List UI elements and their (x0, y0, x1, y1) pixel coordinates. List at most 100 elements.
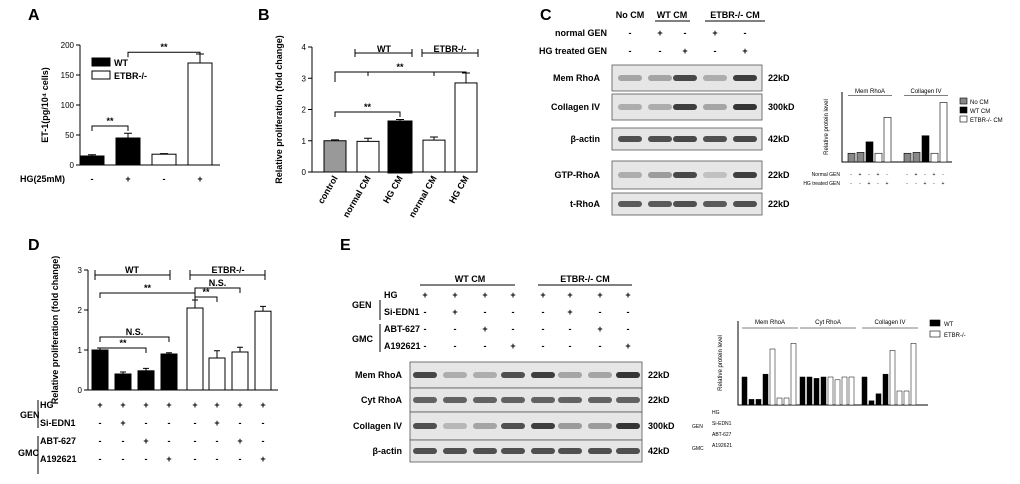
blot-band (473, 423, 497, 429)
sign-row-sign: - (424, 324, 427, 334)
hg-gen-sign: - (850, 181, 852, 187)
group-bracket (94, 270, 171, 280)
legend-swatch (959, 106, 968, 114)
sign-row-sign: - (512, 307, 515, 317)
sig-b2-bracket (334, 71, 467, 82)
blot-band (648, 172, 672, 178)
blot-band (616, 423, 640, 429)
hg-gen-sign: + (682, 46, 687, 56)
bar (903, 152, 912, 163)
sign-row-sign: - (599, 341, 602, 351)
row-label: A192621 (712, 443, 732, 449)
bar (755, 399, 762, 406)
abt-sign: - (216, 436, 219, 446)
bar (813, 378, 820, 406)
bar (115, 137, 141, 166)
x-category: normal CM (341, 174, 373, 219)
blot-band (413, 423, 437, 429)
blot-band (648, 104, 672, 110)
bar (356, 140, 380, 173)
sig-a2-label: ** (160, 42, 168, 52)
abt-sign: + (143, 436, 148, 446)
blot-band (501, 397, 525, 403)
bar (834, 379, 841, 406)
band-size: 22kD (768, 170, 790, 180)
panel-label-e: E (340, 237, 351, 254)
group-row-label: GMC (692, 446, 704, 452)
blot-band (703, 104, 727, 110)
y-tick-label: 200 (61, 41, 75, 50)
bar (208, 357, 226, 391)
row-label: Si-EDN1 (384, 307, 420, 317)
sign-row-sign: - (454, 324, 457, 334)
sign-row-sign: - (424, 307, 427, 317)
group-label: Collagen IV (910, 89, 941, 95)
band-name: β-actin (373, 446, 403, 456)
y-tick-label: 1 (302, 137, 307, 146)
normal-gen-sign: + (712, 28, 717, 38)
sign-row-sign: + (567, 290, 572, 300)
blot-band (473, 448, 497, 454)
blot-band (733, 201, 757, 207)
blot-band (618, 104, 642, 110)
panel-d-chart: 0 1 2 3 Relative proliferation (fold change)… (18, 256, 278, 474)
bar (889, 350, 896, 406)
bar (454, 82, 478, 173)
hg-sign: + (214, 400, 219, 410)
y-tick-label: 3 (302, 74, 307, 83)
hg-gen-sign: - (915, 181, 917, 187)
hg-sign: + (260, 400, 265, 410)
blot-band (588, 397, 612, 403)
group-bracket (354, 49, 413, 57)
bar (776, 397, 783, 406)
bar (903, 390, 910, 406)
normal-gen-sign: - (924, 172, 926, 178)
group-row-label: GMC (18, 448, 39, 458)
sign-row-sign: + (422, 290, 427, 300)
band-name: Mem RhoA (355, 370, 403, 380)
y-axis-title: Relative protein level (718, 335, 724, 391)
blot-band (501, 423, 525, 429)
blot-frame (409, 439, 643, 463)
normal-gen-sign: - (868, 172, 870, 178)
error-bar (88, 154, 96, 156)
bar (882, 373, 889, 406)
sign-row-sign: + (567, 307, 572, 317)
hg-gen-sign: + (886, 181, 889, 187)
row-label: normal GEN (555, 28, 607, 38)
blot-band (588, 372, 612, 378)
band-name: Collagen IV (551, 102, 600, 112)
sign-row-sign: + (597, 290, 602, 300)
sig-a2-bracket (127, 51, 201, 58)
panel-e-chart: Relative protein level Mem RhoA Cyt RhoA Co… (692, 319, 966, 452)
abt-sign: - (122, 436, 125, 446)
bar (848, 376, 855, 406)
y-tick-label: 3 (78, 266, 83, 275)
group-label: Mem RhoA (755, 320, 785, 326)
a19-sign: - (145, 454, 148, 464)
x-category: HG CM (447, 174, 471, 205)
panel-b-chart: 0 1 2 3 4 Relative proliferation (fold change… (274, 35, 479, 219)
bar (114, 373, 132, 391)
a19-sign: - (122, 454, 125, 464)
group-label: ETBR-/- (434, 44, 467, 54)
bar (748, 399, 755, 406)
legend-swatch (929, 330, 941, 338)
a19-sign: - (194, 454, 197, 464)
bar (921, 135, 930, 163)
bar (187, 62, 213, 166)
blot-band (443, 397, 467, 403)
sig-a1-bracket (91, 125, 129, 131)
row-label: HG treated GEN (803, 181, 840, 187)
sign-row-sign: - (569, 341, 572, 351)
panel-label-b: B (258, 7, 270, 24)
blot-frame (409, 411, 643, 441)
sign-row-sign: - (542, 307, 545, 317)
sign-row-sign: + (625, 341, 630, 351)
sign-row-sign: + (482, 324, 487, 334)
normal-gen-sign: + (933, 172, 936, 178)
panel-a-chart: 0 50 100 150 200 ET-1(pg/10⁴ cells) - + - + HG(25m… (20, 41, 220, 184)
error-bar (260, 305, 266, 312)
blot-band (616, 372, 640, 378)
normal-gen-sign: - (629, 28, 632, 38)
